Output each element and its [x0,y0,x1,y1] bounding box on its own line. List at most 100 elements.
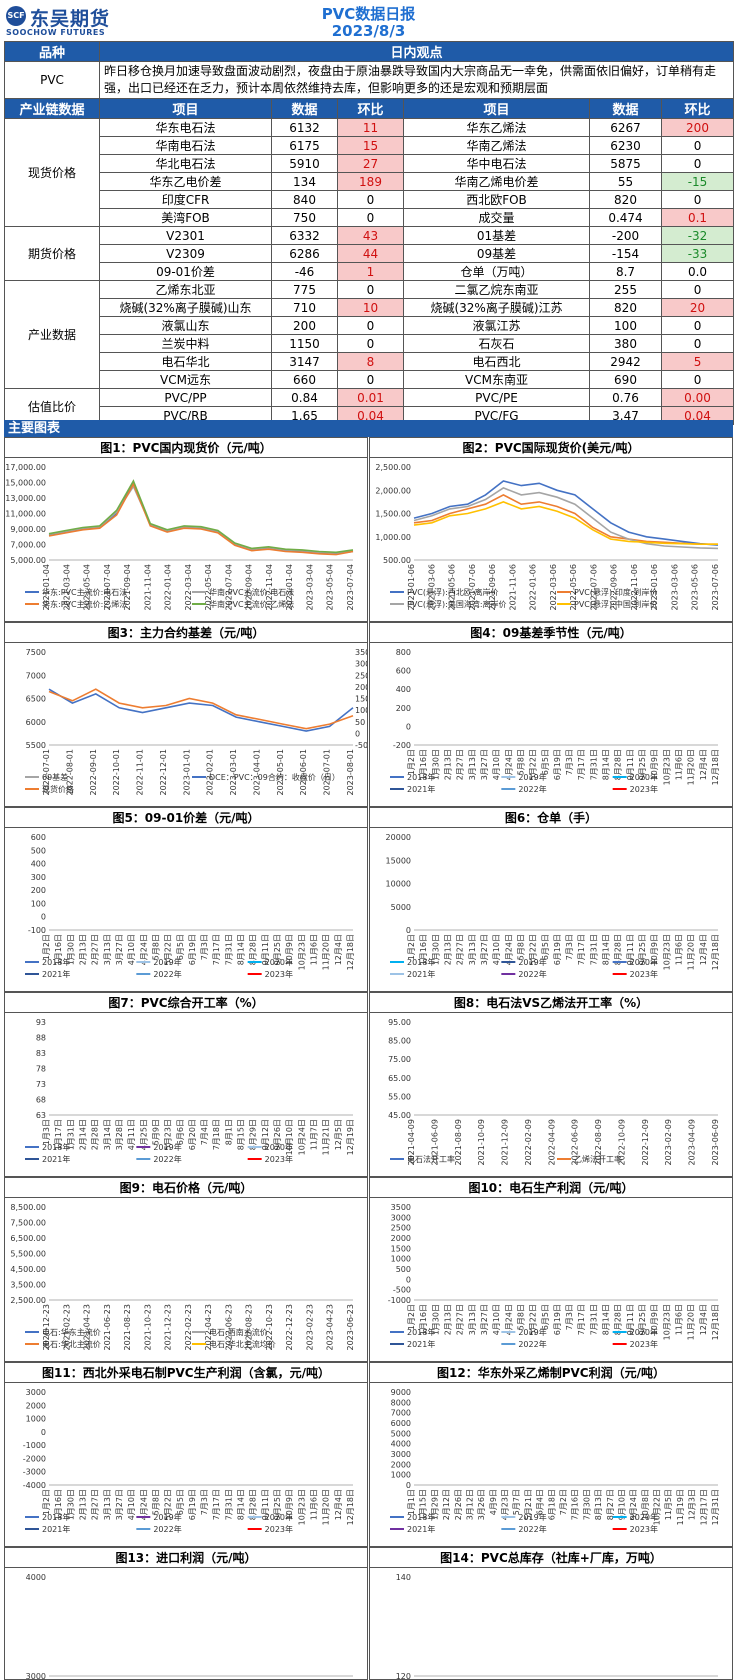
x-tick-label: 7月18日 [212,1119,221,1150]
x-tick-label: 5月22日 [529,934,538,965]
x-tick-label: 11月7日 [310,1119,319,1150]
y-tick-label: 300 [31,873,46,882]
x-tick-label: 7月31日 [224,1489,233,1520]
y-tick-label: 45.00 [388,1111,411,1120]
x-tick-label: 8月15日 [237,1119,246,1150]
charts-section-title: 主要图表 [4,420,733,437]
x-tick-label: 3月12日 [465,1489,474,1520]
row-item-right: 01基差 [403,226,590,245]
x-tick-label: 11月6日 [675,1304,684,1335]
chart-title: 图5：09-01价差（元/吨） [5,808,367,828]
x-tick-label: 6月5日 [541,934,550,960]
x-tick-label: 7月17日 [577,749,586,780]
row-change-left: 0 [337,316,404,335]
x-tick-label: 11月6日 [675,934,684,965]
report-date: 2023/8/3 [331,22,406,40]
x-tick-label: 2022-09-04 [245,564,254,611]
legend-label: 2019年 [153,1142,181,1152]
x-tick-label: 4月23日 [501,1489,510,1520]
x-tick-label: 2023-05-01 [276,749,285,796]
row-item-right: 华中电石法 [403,154,590,173]
x-tick-label: 9月12日 [261,1119,270,1150]
y-tick-label: 2000 [391,1234,411,1243]
x-tick-label: 12月17日 [699,1489,708,1525]
row-item-right: 华东乙烯法 [403,118,590,137]
x-tick-label: 11月20日 [687,749,696,785]
y-tick-label: 10000 [386,880,411,889]
row-change-right: 20 [660,298,735,317]
x-tick-label: 9月11日 [261,934,270,965]
x-tick-label: 2021-08-23 [123,1304,132,1351]
x-tick-label: 4月24日 [139,1489,148,1520]
y-tick-label: 1500 [391,1244,411,1253]
y2-tick-label: 200 [355,683,367,692]
x-tick-label: 5月8日 [516,934,525,960]
report-header: SCF 东吴期货 SOOCHOW FUTURES PVC数据日报 2023/8/… [0,0,737,41]
x-tick-label: 1月30日 [431,1304,440,1335]
y-tick-label: -1000 [388,1296,411,1305]
x-tick-label: 2021-08-09 [454,1119,463,1166]
y-tick-label: -1000 [23,1441,46,1450]
legend-label: 华东:PVC主流价:乙烯法 [42,599,127,609]
x-tick-label: 2021-09-04 [123,564,132,611]
x-tick-label: 2月27日 [456,934,465,965]
y-tick-label: 75.00 [388,1055,411,1064]
chart-panel: 图10：电石生产利润（元/吨） 3500 3000 2500 2000 1500 1000 5… [369,1177,733,1362]
row-value-left: 200 [271,316,338,335]
row-change-left: 0 [337,334,404,353]
table-row: 兰炭中料 1150 0 石灰石 380 0 [5,334,735,353]
x-tick-label: 2月27日 [456,1304,465,1335]
x-tick-label: 9月25日 [638,749,647,780]
y-tick-label: 5,500.00 [10,1250,46,1259]
legend-label: 2019年 [518,772,546,782]
row-change-left: 43 [337,226,404,245]
x-tick-label: 1月30日 [66,1489,75,1520]
y-tick-label: 2,000.00 [375,486,411,495]
y-tick-label: 200 [396,704,411,713]
legend-label: 2022年 [153,1154,181,1164]
row-value-left: 6286 [271,244,338,263]
x-tick-label: 8月27日 [606,1489,615,1520]
x-tick-label: 10月9日 [650,934,659,965]
x-tick-label: 9月25日 [273,934,282,965]
x-tick-label: 7月3日 [565,1304,574,1330]
chart-panel: 图14：PVC总库存（社库+厂库，万吨） 140 120 [369,1547,733,1680]
series-line [48,688,354,732]
x-tick-label: 10月22日 [653,1489,662,1525]
row-item-right: 09基差 [403,244,590,263]
y-tick-label: 93 [36,1018,46,1027]
x-tick-label: 6月19日 [553,1304,562,1335]
y-tick-label: 1000 [26,1415,46,1424]
x-tick-label: 3月27日 [115,934,124,965]
data-table: 品种 日内观点 PVC 昨日移仓换月加速导致盘面波动剧烈，夜盘由于原油暴跌导致国… [4,41,735,425]
chart-title: 图3：主力合约基差（元/吨） [5,623,367,643]
y-tick-label: 5000 [391,903,411,912]
y-tick-label: 78 [36,1065,46,1074]
y-tick-label: 17,000.00 [5,463,46,472]
row-change-left: 0 [337,208,404,227]
x-tick-label: 2023-04-01 [252,749,261,796]
x-tick-label: 2021-06-09 [430,1119,439,1166]
x-tick-label: 2023-02-01 [206,749,215,796]
group-label: 产业数据 [4,280,100,389]
y-tick-label: 120 [396,1672,411,1680]
y-tick-label: 400 [396,685,411,694]
chart-panel: 图2：PVC国际现货价(美元/吨） 2,500.00 2,000.00 1,500.0… [369,437,733,622]
row-value-right: 820 [589,190,662,209]
legend-label: 2023年 [630,1524,658,1534]
chart-title: 图10：电石生产利润（元/吨） [370,1178,732,1198]
x-tick-label: 2022-03-06 [549,564,558,611]
y-tick-label: 7000 [26,671,46,680]
x-tick-label: 10月23日 [662,1304,671,1340]
x-tick-label: 8月29日 [249,1119,258,1150]
legend-label: 2019年 [153,1512,181,1522]
row-change-right: 0 [660,334,735,353]
x-tick-label: 12月18日 [711,749,720,785]
x-tick-label: 2022-02-09 [524,1119,533,1166]
col-header-view: 日内观点 [98,41,735,62]
col-header-item-2: 项目 [403,98,590,119]
x-tick-label: 12月4日 [699,934,708,965]
row-item-right: 二氯乙烷东南亚 [403,280,590,299]
x-tick-label: 5月8日 [151,934,160,960]
y-tick-label: 95.00 [388,1018,411,1027]
